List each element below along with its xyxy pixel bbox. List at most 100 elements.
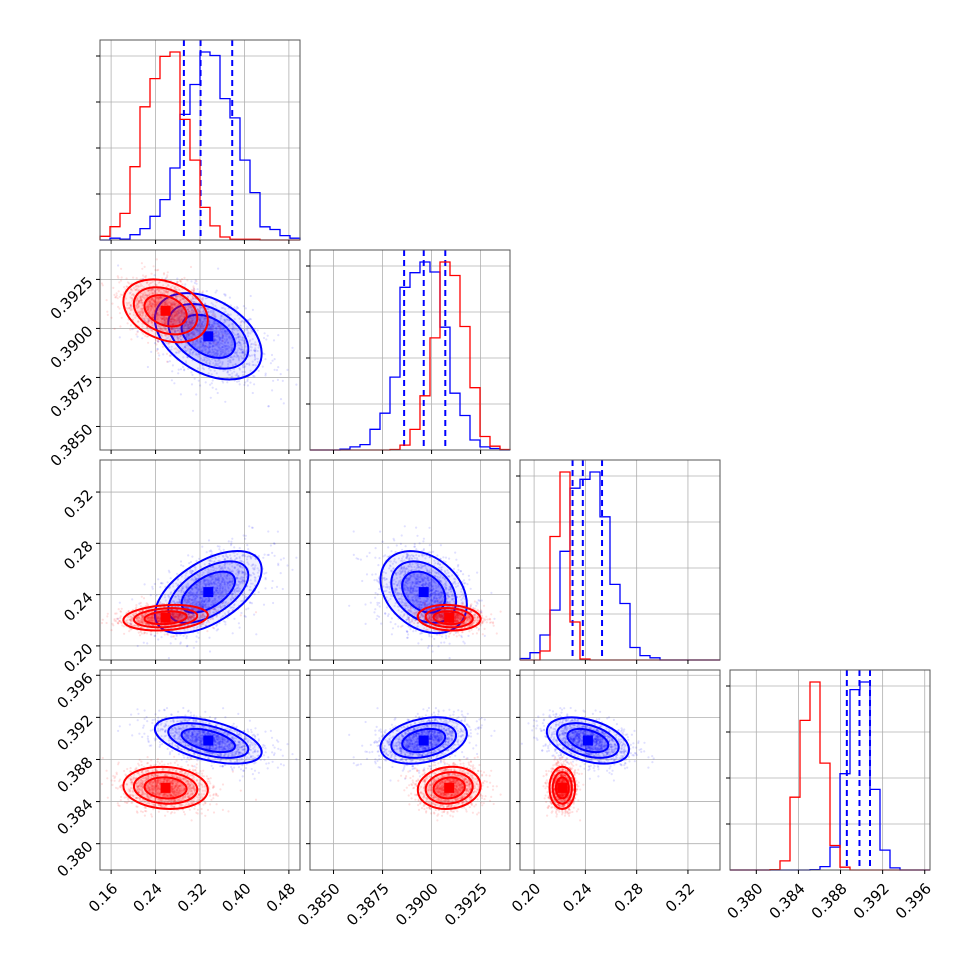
scatter-point xyxy=(271,389,274,392)
scatter-point xyxy=(401,548,404,551)
scatter-point xyxy=(168,360,171,363)
scatter-point xyxy=(251,391,254,395)
scatter-point xyxy=(273,368,276,371)
scatter-point xyxy=(364,622,367,626)
scatter-point xyxy=(387,613,390,616)
scatter-point xyxy=(208,650,212,653)
scatter-point xyxy=(205,290,208,293)
scatter-point xyxy=(476,571,479,574)
scatter-point xyxy=(246,728,249,731)
scatter-point xyxy=(295,556,298,559)
scatter-point xyxy=(237,712,240,716)
scatter-point xyxy=(422,537,425,540)
scatter-point xyxy=(159,296,162,299)
scatter-point xyxy=(364,603,367,606)
scatter-point xyxy=(211,767,215,770)
scatter-point xyxy=(179,560,183,563)
scatter-point xyxy=(190,383,194,386)
scatter-point xyxy=(352,553,355,557)
scatter-point xyxy=(266,334,269,337)
scatter-point xyxy=(208,550,211,553)
scatter-point xyxy=(373,611,376,614)
scatter-point xyxy=(445,637,448,640)
scatter-point xyxy=(443,641,446,644)
scatter-point xyxy=(208,327,211,330)
scatter-point xyxy=(264,587,267,590)
scatter-point xyxy=(233,306,236,309)
scatter-point xyxy=(269,544,272,547)
scatter-point xyxy=(257,369,260,372)
scatter-point xyxy=(430,635,433,638)
scatter-point xyxy=(210,382,213,385)
scatter-point xyxy=(462,573,465,576)
scatter-point xyxy=(192,310,195,313)
scatter-point xyxy=(250,526,254,529)
scatter-point xyxy=(249,332,252,335)
scatter-point xyxy=(179,368,183,371)
scatter-point xyxy=(248,525,251,528)
scatter-point xyxy=(374,591,377,595)
scatter-point xyxy=(390,617,393,620)
scatter-point xyxy=(279,398,283,401)
scatter-point xyxy=(418,542,421,545)
scatter-point xyxy=(374,556,377,559)
scatter-point xyxy=(183,368,186,371)
scatter-point xyxy=(416,534,419,537)
scatter-point xyxy=(237,355,240,358)
scatter-point xyxy=(218,333,221,336)
scatter-point xyxy=(248,317,251,320)
scatter-point xyxy=(187,323,190,326)
scatter-point xyxy=(406,630,409,633)
scatter-point xyxy=(369,601,372,604)
scatter-point xyxy=(456,565,460,568)
scatter-point xyxy=(247,548,250,551)
scatter-point xyxy=(263,332,266,335)
scatter-point xyxy=(377,564,380,567)
scatter-point xyxy=(211,323,214,326)
scatter-point xyxy=(226,347,229,350)
scatter-point xyxy=(227,332,230,335)
scatter-point xyxy=(141,735,144,739)
scatter-point xyxy=(374,608,377,611)
scatter-point xyxy=(390,550,393,553)
scatter-point xyxy=(208,341,211,344)
scatter-point xyxy=(373,579,376,582)
scatter-point xyxy=(262,603,266,606)
scatter-point xyxy=(219,338,222,341)
scatter-point xyxy=(277,366,280,369)
scatter-point xyxy=(224,293,227,296)
scatter-point xyxy=(389,621,392,624)
scatter-point xyxy=(246,384,249,387)
scatter-point xyxy=(236,380,239,383)
scatter-point xyxy=(282,557,285,560)
scatter-point xyxy=(195,559,198,563)
scatter-point xyxy=(187,554,190,557)
scatter-point xyxy=(365,573,369,576)
scatter-point xyxy=(209,360,212,363)
scatter-point xyxy=(187,333,190,336)
scatter-point xyxy=(422,540,425,543)
scatter-point xyxy=(173,382,176,385)
scatter-point xyxy=(187,313,190,316)
scatter-point xyxy=(445,634,448,638)
scatter-point xyxy=(187,318,190,321)
scatter-point xyxy=(174,637,177,641)
scatter-point xyxy=(272,339,276,342)
scatter-point xyxy=(195,282,198,285)
scatter-point xyxy=(378,601,381,605)
scatter-point xyxy=(399,542,402,546)
histogram-step xyxy=(730,681,930,871)
scatter-point xyxy=(247,730,250,733)
scatter-point xyxy=(195,635,198,638)
scatter-point xyxy=(183,349,186,352)
scatter-point xyxy=(462,579,466,582)
scatter-point xyxy=(387,546,390,549)
scatter-point xyxy=(235,307,238,310)
scatter-point xyxy=(218,548,221,551)
scatter-point xyxy=(180,564,183,567)
scatter-point xyxy=(176,277,179,280)
scatter-point xyxy=(376,580,379,583)
scatter-point xyxy=(357,557,360,561)
scatter-point xyxy=(352,530,355,533)
scatter-point xyxy=(214,291,217,294)
